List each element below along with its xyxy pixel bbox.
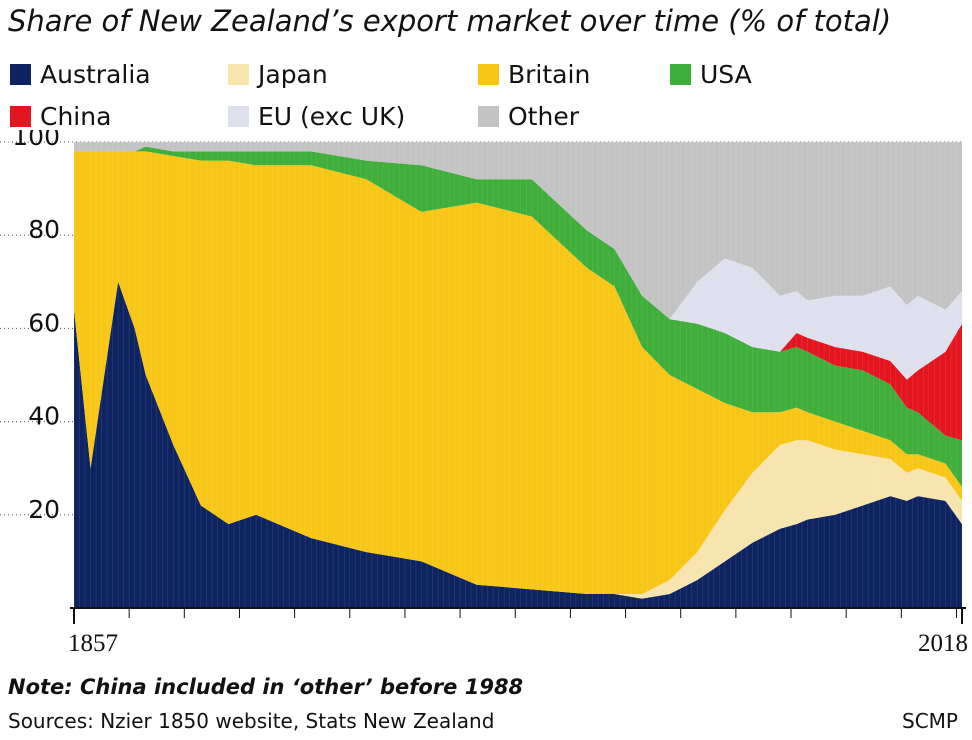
stacked-area-chart: 20 40 60 80 100 1857 2018 (0, 130, 968, 657)
y-tick-label-20: 20 (28, 495, 60, 524)
legend-item-usa: USA (670, 60, 752, 89)
legend-item-japan: Japan (228, 60, 328, 89)
legend-item-britain: Britain (478, 60, 590, 89)
y-tick-label-60: 60 (28, 308, 60, 337)
legend-swatch-britain (478, 64, 499, 85)
legend-item-eu: EU (exc UK) (228, 102, 405, 131)
area-layers (73, 142, 963, 608)
chart-note: Note: China included in ‘other’ before 1… (8, 675, 524, 699)
chart-source: Sources: Nzier 1850 website, Stats New Z… (8, 709, 495, 733)
legend-label-china: China (40, 102, 112, 131)
legend-item-australia: Australia (10, 60, 151, 89)
area-australia (74, 281, 962, 608)
legend-swatch-australia (10, 64, 31, 85)
legend-swatch-china (10, 106, 31, 127)
area-usa (74, 146, 962, 487)
legend-label-australia: Australia (40, 60, 151, 89)
area-eu-exc-uk (74, 146, 962, 380)
legend-label-other: Other (508, 102, 579, 131)
legend-item-china: China (10, 102, 111, 131)
x-tick-labels: 1857 2018 (68, 630, 968, 657)
legend-item-other: Other (478, 102, 579, 131)
area-britain (74, 151, 962, 595)
legend-swatch-other (478, 106, 499, 127)
legend-label-eu: EU (exc UK) (258, 102, 406, 131)
legend-swatch-eu (228, 106, 249, 127)
legend-swatch-usa (670, 64, 691, 85)
y-tick-label-100: 100 (12, 130, 60, 151)
legend-label-usa: USA (700, 60, 752, 89)
legend-label-britain: Britain (508, 60, 591, 89)
x-tick-label-start: 1857 (68, 630, 118, 657)
x-axis (70, 607, 966, 624)
area-other (74, 142, 962, 320)
y-tick-labels: 20 40 60 80 100 (12, 130, 60, 524)
y-tick-label-40: 40 (28, 402, 60, 431)
legend-label-japan: Japan (258, 60, 328, 89)
x-tick-label-end: 2018 (918, 630, 968, 657)
chart-title: Share of New Zealand’s export market ove… (8, 4, 892, 38)
area-japan (74, 281, 962, 599)
chart-credit: SCMP (902, 709, 958, 733)
y-tick-label-80: 80 (28, 215, 60, 244)
legend-swatch-japan (228, 64, 249, 85)
